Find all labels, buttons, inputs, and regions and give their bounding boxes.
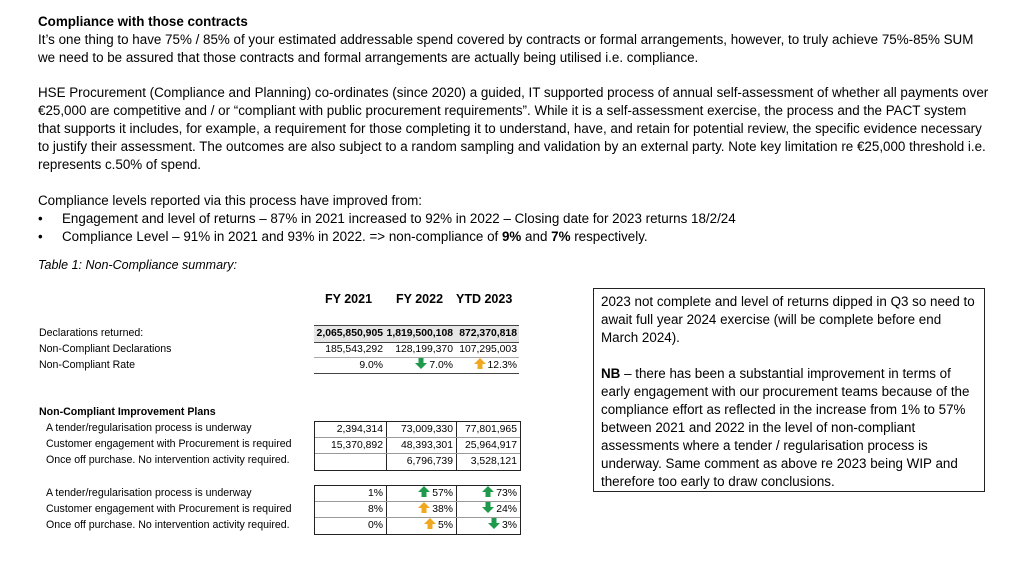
- table-cell: 15,370,892: [330, 440, 383, 451]
- table-cell: 7.0%: [386, 358, 456, 373]
- table-cell: 1,819,500,108: [386, 328, 453, 339]
- up-arrow-icon: [418, 502, 431, 513]
- table-cell: 73%: [456, 486, 520, 501]
- non-compliance-table: FY 2021 FY 2022 YTD 2023 Declarations re…: [38, 288, 523, 538]
- table-cell: 3%: [456, 518, 520, 533]
- table-cell: 48,393,301: [400, 440, 453, 451]
- table-cell: 9.0%: [359, 360, 383, 371]
- table-cell: 38%: [386, 502, 456, 517]
- table-cell: 25,964,917: [464, 440, 517, 451]
- table-cell: 57%: [386, 486, 456, 501]
- row-label: Once off purchase. No intervention activ…: [46, 454, 290, 466]
- compliance-intro: Compliance levels reported via this proc…: [38, 193, 423, 208]
- bullet-engagement-text: Engagement and level of returns – 87% in…: [62, 211, 736, 226]
- compliance-bullets: • Engagement and level of returns – 87% i…: [38, 210, 736, 246]
- declarations-highlight: [314, 325, 519, 343]
- note-nb: NB – there has been a substantial improv…: [601, 366, 970, 489]
- row-label: Once off purchase. No intervention activ…: [46, 519, 290, 531]
- table-cell: 1%: [367, 488, 383, 499]
- row-label: Non-Compliant Declarations: [39, 343, 172, 355]
- table-cell: 8%: [367, 504, 383, 515]
- table-cell: 77,801,965: [464, 424, 517, 435]
- col-fy2021: FY 2021: [325, 292, 373, 306]
- col-divider: [386, 486, 387, 534]
- table-cell: 12.3%: [456, 358, 520, 373]
- up-arrow-icon: [473, 358, 486, 369]
- row-divider: [314, 373, 519, 374]
- table-cell: 24%: [456, 502, 520, 517]
- paragraph-contracts: It’s one thing to have 75% / 85% of your…: [38, 32, 974, 65]
- table-cell: 73,009,330: [400, 424, 453, 435]
- table-cell: 6,796,739: [406, 456, 453, 467]
- table-caption: Table 1: Non-Compliance summary:: [38, 258, 237, 272]
- table-cell: 0%: [367, 520, 383, 531]
- bullet-engagement: • Engagement and level of returns – 87% i…: [38, 211, 736, 226]
- section-heading: Compliance with those contracts: [38, 14, 248, 29]
- row-divider: [315, 437, 520, 438]
- col-ytd2023: YTD 2023: [456, 292, 513, 306]
- row-label: Non-Compliant Rate: [39, 359, 135, 371]
- table-cell: 872,370,818: [459, 328, 517, 339]
- plans-grid: [314, 421, 521, 471]
- paragraph-self-assessment: HSE Procurement (Compliance and Planning…: [38, 85, 989, 172]
- col-fy2022: FY 2022: [396, 292, 444, 306]
- percent-grid: [314, 485, 521, 535]
- up-arrow-icon: [482, 486, 495, 497]
- table-cell: [314, 454, 386, 469]
- note-2023: 2023 not complete and level of returns d…: [601, 294, 975, 345]
- down-arrow-icon: [487, 518, 500, 529]
- row-label: A tender/regularisation process is under…: [46, 487, 252, 499]
- table-cell: 2,065,850,905: [316, 328, 383, 339]
- plans-title: Non-Compliant Improvement Plans: [39, 406, 216, 418]
- col-divider: [456, 422, 457, 470]
- table-cell: 107,295,003: [459, 344, 517, 355]
- col-divider: [386, 422, 387, 470]
- row-divider: [315, 453, 520, 454]
- row-label: Customer engagement with Procurement is …: [46, 438, 292, 450]
- table-cell: 2,394,314: [336, 424, 383, 435]
- down-arrow-icon: [482, 502, 495, 513]
- down-arrow-icon: [415, 358, 428, 369]
- commentary-box: 2023 not complete and level of returns d…: [593, 288, 985, 492]
- row-divider: [315, 501, 520, 502]
- row-label: A tender/regularisation process is under…: [46, 422, 252, 434]
- row-label: Declarations returned:: [39, 327, 144, 339]
- table-cell: 5%: [386, 518, 456, 533]
- row-divider: [314, 357, 519, 358]
- bullet-compliance-text: Compliance Level – 91% in 2021 and 93% i…: [62, 229, 648, 244]
- row-divider: [315, 517, 520, 518]
- table-cell: 185,543,292: [325, 344, 383, 355]
- table-cell: 3,528,121: [470, 456, 517, 467]
- table-cell: 128,199,370: [395, 344, 453, 355]
- col-divider: [456, 486, 457, 534]
- up-arrow-icon: [418, 486, 431, 497]
- row-label: Customer engagement with Procurement is …: [46, 503, 292, 515]
- up-arrow-icon: [423, 518, 436, 529]
- bullet-compliance-level: • Compliance Level – 91% in 2021 and 93% …: [38, 229, 648, 244]
